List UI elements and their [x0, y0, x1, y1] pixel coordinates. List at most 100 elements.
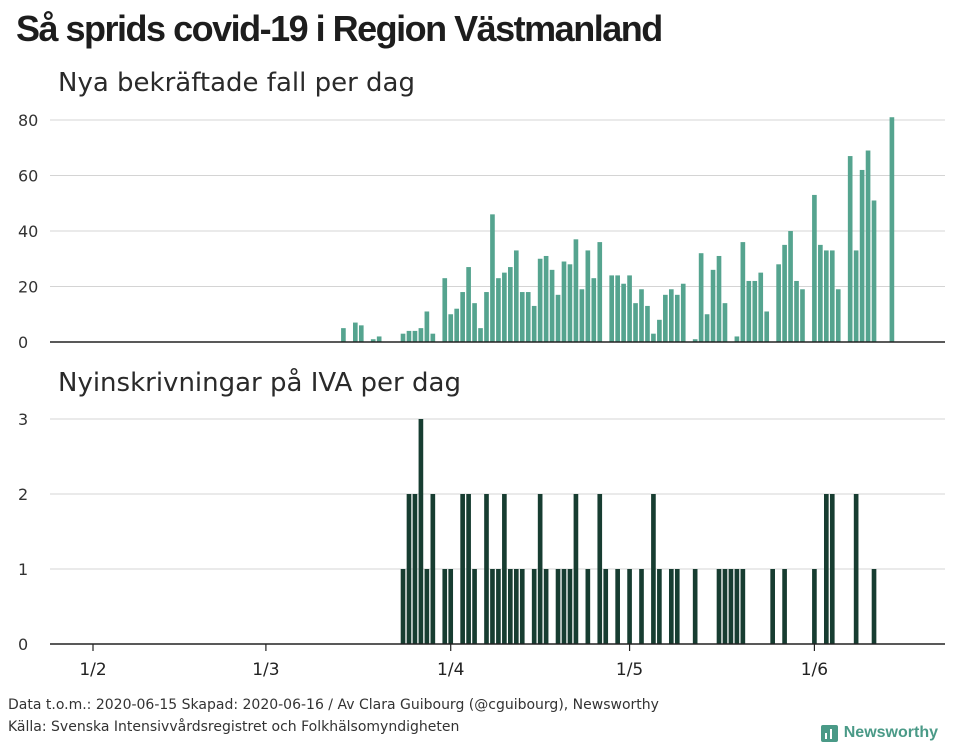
cases-bar [549, 269, 555, 342]
cases-bar [519, 292, 525, 342]
charts-canvas: 0 20 40 60 80 0 1 2 3 1/2 1/3 1/4 1/5 1/6 [18, 111, 945, 680]
icu-bar [829, 494, 835, 644]
cases-bar [698, 253, 704, 342]
cases-bar [400, 333, 406, 342]
cases-bar [663, 294, 668, 342]
cases-bar [525, 292, 531, 342]
cases-bar [460, 292, 465, 342]
icu-bar [531, 569, 537, 644]
icu-bar [567, 569, 573, 644]
cases-y-tick-label: 60 [18, 167, 38, 186]
x-tick-label: 1/6 [801, 660, 828, 680]
cases-bar [484, 292, 489, 342]
cases-bar [734, 336, 740, 342]
cases-bar [740, 242, 746, 342]
icu-bar [472, 569, 477, 644]
icu-bar [430, 494, 436, 644]
cases-bar [776, 264, 781, 342]
cases-bar [889, 117, 895, 342]
icu-bar [627, 569, 632, 644]
icu-bar [484, 494, 489, 644]
cases-bar [454, 308, 460, 342]
cases-bar [835, 289, 841, 342]
cases-bar [782, 244, 787, 343]
cases-bar [609, 275, 615, 342]
cases-bar [859, 169, 865, 342]
cases-bar [358, 325, 364, 342]
cases-bar [716, 255, 722, 342]
page-title: Så sprids covid-19 i Region Västmanland [16, 8, 663, 49]
cases-bar [490, 214, 495, 342]
cases-bar [502, 272, 507, 343]
cases-bar [531, 305, 537, 342]
x-tick-label: 1/2 [79, 660, 106, 680]
icu-bar [853, 494, 859, 644]
icu-bar [573, 494, 579, 644]
cases-bar [615, 275, 620, 342]
icu-bar [812, 569, 817, 644]
x-tick-label: 1/5 [616, 660, 643, 680]
icu-bar [597, 494, 603, 644]
icu-bar [871, 569, 877, 644]
cases-y-tick-label: 20 [18, 278, 38, 297]
icu-bar [466, 494, 471, 644]
cases-bar [639, 289, 644, 342]
icu-bar [639, 569, 644, 644]
icu-bar [496, 569, 501, 644]
icu-bar [651, 494, 656, 644]
cases-bar [442, 278, 448, 342]
cases-bar [424, 311, 430, 342]
cases-bar [794, 280, 799, 342]
chart-title-icu: Nyinskrivningar på IVA per dag [58, 368, 461, 398]
cases-bar [567, 264, 573, 342]
icu-bar [424, 569, 430, 644]
icu-bar [561, 569, 567, 644]
icu-bar [740, 569, 746, 644]
cases-y-tick-label: 40 [18, 222, 38, 241]
icu-bar [490, 569, 495, 644]
icu-bar [734, 569, 740, 644]
chart-title-cases: Nya bekräftade fall per dag [58, 68, 415, 98]
cases-bar [674, 294, 680, 342]
icu-bar [668, 569, 674, 644]
cases-bar [871, 200, 877, 342]
cases-bar [722, 303, 728, 342]
icu-bar [603, 569, 609, 644]
icu-bar [615, 569, 620, 644]
cases-bar [508, 267, 513, 342]
icu-bar [543, 569, 549, 644]
cases-bar [627, 275, 632, 342]
brand-name: Newsworthy [843, 724, 938, 741]
icu-bar [824, 494, 829, 644]
cases-bar [472, 303, 477, 342]
cases-bar [651, 333, 656, 342]
bar-chart-icon [820, 724, 838, 742]
cases-bar [818, 244, 823, 343]
icu-bar [460, 494, 465, 644]
cases-bar [448, 314, 454, 342]
cases-bar [430, 333, 436, 342]
cases-bar [704, 314, 710, 342]
icu-bar [400, 569, 406, 644]
cases-bar [341, 328, 346, 343]
icu-bar [657, 569, 662, 644]
cases-bar [591, 278, 597, 342]
cases-bar [710, 269, 716, 342]
cases-bar [573, 239, 579, 342]
icu-bar [716, 569, 722, 644]
icu-bar [519, 569, 525, 644]
cases-bar [824, 250, 829, 342]
cases-bar [513, 250, 519, 342]
icu-bar [406, 494, 412, 644]
footer-source: Källa: Svenska Intensivvårdsregistret oc… [8, 719, 460, 735]
cases-bar [621, 283, 626, 342]
cases-bar [788, 231, 793, 342]
cases-bar [370, 339, 376, 342]
cases-bar [561, 261, 567, 342]
cases-bar [597, 242, 603, 342]
icu-bar [513, 569, 519, 644]
cases-bar [376, 336, 382, 342]
cases-y-tick-label: 80 [18, 111, 38, 130]
cases-bar [752, 280, 758, 342]
cases-bar [746, 280, 752, 342]
